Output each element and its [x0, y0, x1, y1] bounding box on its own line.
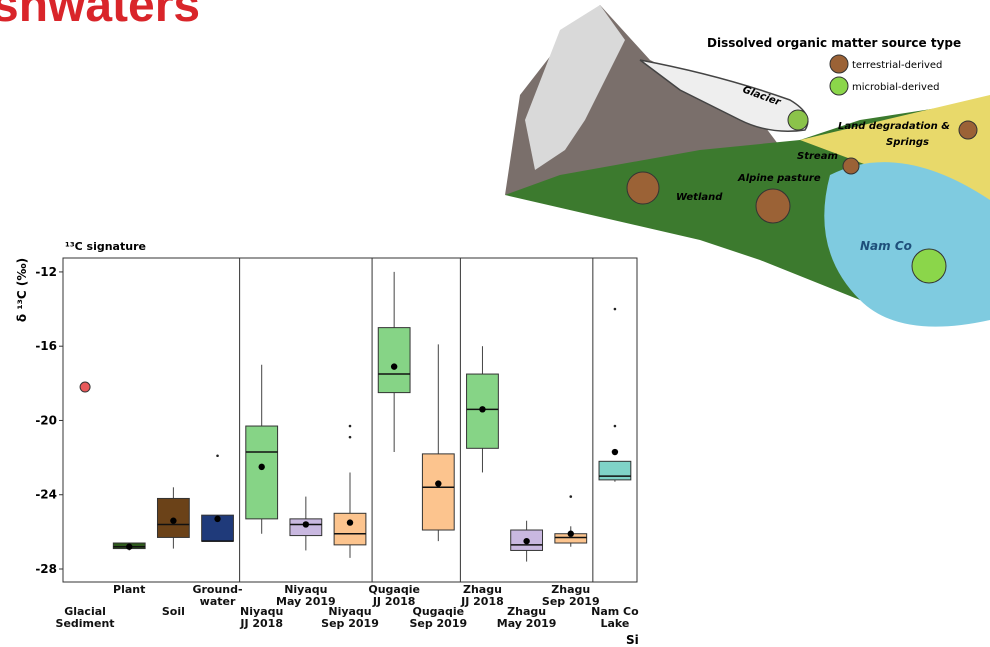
terrestrial-circle [626, 171, 660, 205]
y-tick-label: -28 [35, 562, 57, 576]
x-tick-label: Qugaqie Sep 2019 [409, 605, 468, 630]
diagram-label: Springs [886, 137, 929, 148]
mean [170, 517, 177, 524]
legend-item: terrestrial-derived [852, 60, 942, 71]
x-tick-label: Niyaqu Sep 2019 [321, 605, 379, 630]
diagram-label: Nam Co [860, 239, 912, 253]
outlier [348, 435, 352, 439]
lake [824, 162, 990, 327]
y-axis-label: δ ¹³C (‰) [15, 258, 29, 322]
mean [258, 463, 265, 471]
mean [567, 530, 574, 537]
x-tick-label: Nam Co Lake [591, 605, 639, 630]
y-tick-label: -12 [35, 265, 57, 279]
chart-title: ¹³C signature [65, 240, 146, 253]
mean [302, 521, 310, 528]
terrestrial-circle [842, 157, 860, 175]
terrestrial-circle [755, 188, 791, 224]
x-tick-label: Glacial Sediment [55, 605, 115, 630]
diagram-label: Wetland [676, 192, 723, 203]
outlier [348, 424, 352, 428]
x-tick-label: Zhagu JJ 2018 [461, 583, 504, 608]
mean [523, 537, 530, 545]
point [79, 381, 91, 393]
y-tick-label: -16 [35, 339, 57, 353]
y-tick-label: -20 [35, 413, 57, 427]
x-tick-label: Plant [113, 583, 146, 596]
box [377, 327, 411, 394]
diagram-label: Alpine pasture [737, 173, 821, 184]
mean [390, 363, 398, 370]
mean [611, 448, 619, 456]
mean [346, 519, 354, 526]
legend-swatch [829, 76, 849, 96]
mean [126, 543, 133, 550]
x-tick-label: Qugaqie JJ 2018 [368, 583, 420, 608]
x-tick-label: Niyaqu May 2019 [276, 583, 336, 608]
legend-swatch [829, 54, 849, 74]
box [245, 425, 279, 520]
microbial-circle [787, 109, 809, 131]
x-tick-label: Zhagu Sep 2019 [541, 583, 600, 608]
diagram-label: Land degradation & [838, 121, 950, 132]
mean [435, 480, 442, 487]
x-tick-label: Soil [161, 605, 185, 618]
x-tick-label: Niyaqu JJ 2018 [240, 605, 284, 630]
terrestrial-circle [958, 120, 978, 140]
x-tick-label: Ground- water [192, 583, 243, 608]
slide-title: shwaters [0, 0, 201, 32]
outlier [613, 424, 617, 428]
snow [525, 5, 625, 170]
mean [214, 515, 221, 523]
x-tick-label: Zhagu May 2019 [496, 605, 557, 630]
legend-title: Dissolved organic matter source type [707, 36, 961, 50]
x-axis-label: Si [626, 633, 639, 647]
outlier [569, 495, 573, 498]
microbial-circle [911, 248, 947, 284]
box [598, 460, 632, 481]
outlier [613, 307, 617, 311]
diagram-label: Stream [797, 151, 838, 162]
box [333, 512, 367, 546]
outlier [216, 454, 219, 458]
glacier [639, 59, 809, 132]
box [421, 453, 455, 531]
legend-item: microbial-derived [852, 82, 939, 93]
y-tick-label: -24 [35, 488, 57, 502]
mean [479, 406, 486, 413]
